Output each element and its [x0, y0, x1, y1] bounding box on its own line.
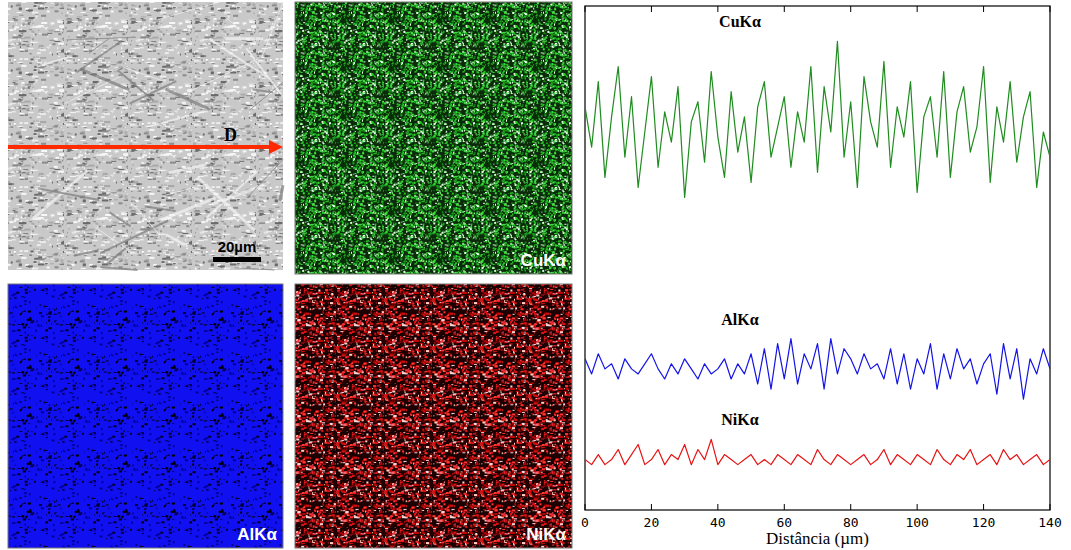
series-label: NiKα [721, 411, 758, 428]
sem-streak [37, 57, 70, 67]
scan-label: D [224, 125, 237, 145]
scale-label: 20µm [218, 238, 257, 255]
sem-streak [225, 17, 241, 31]
x-tick-top [1050, 6, 1051, 12]
map-label: NiKα [526, 525, 566, 544]
sem-streak [253, 90, 273, 93]
sem-streak [67, 37, 137, 40]
sem-streak [235, 268, 275, 270]
sem-streak [169, 165, 207, 173]
sem-streak [74, 250, 99, 256]
sem-streak [100, 267, 137, 270]
x-tick-label: 120 [972, 515, 995, 530]
scan-line-arrow [8, 145, 271, 149]
sem-streak [280, 185, 283, 200]
x-tick [651, 504, 652, 510]
sem-streak [209, 39, 268, 78]
sem-streak [166, 89, 210, 109]
x-tick-top [784, 6, 785, 12]
x-tick-top [585, 6, 586, 12]
sem-streak [224, 37, 263, 40]
scan-line [585, 41, 1050, 197]
sem-streak [65, 76, 122, 104]
sem-streak [246, 48, 283, 96]
series-label: AlKα [721, 311, 758, 328]
figure: D 20µm CuKα AlKα NiKα 0 20 40 60 80 100 120 140 Distâ… [0, 0, 1071, 550]
sem-streak [198, 177, 255, 230]
x-tick [1050, 504, 1051, 510]
sem-streak [158, 2, 220, 20]
x-tick-label: 20 [644, 515, 660, 530]
plot-frame [585, 6, 1050, 510]
x-tick [983, 504, 984, 510]
sem-streak [100, 221, 168, 254]
sem-image [8, 2, 283, 270]
map-label: AlKα [237, 525, 277, 544]
series-group [585, 41, 1050, 464]
x-tick-label: 40 [710, 515, 726, 530]
x-tick-label: 140 [1038, 515, 1061, 530]
sem-streak [33, 171, 87, 219]
sem-streak [148, 111, 205, 127]
x-tick [917, 504, 918, 510]
sem-streak [41, 189, 99, 200]
sem-streak [166, 235, 188, 247]
x-tick-top [917, 6, 918, 12]
sem-streak [77, 41, 122, 73]
series-label: CuKα [719, 13, 761, 30]
x-axis-title: Distância (µm) [766, 529, 869, 548]
scan-line [585, 439, 1050, 464]
sem-streak [145, 207, 176, 212]
x-tick-label: 60 [776, 515, 792, 530]
sem-streak [80, 69, 129, 90]
sem-streak [110, 212, 131, 226]
map-label: CuKα [521, 251, 567, 270]
scan-line [585, 339, 1050, 399]
x-tick-label: 0 [581, 515, 589, 530]
x-tick-label: 100 [905, 515, 928, 530]
x-tick [850, 504, 851, 510]
x-tick [585, 504, 586, 510]
arrow-head [269, 140, 283, 154]
x-tick-top [850, 6, 851, 12]
x-tick [717, 504, 718, 510]
x-tick-top [717, 6, 718, 12]
x-tick [784, 504, 785, 510]
sem-streak [250, 82, 284, 110]
x-tick-top [983, 6, 984, 12]
sem-streak [248, 160, 283, 197]
element-map [295, 2, 572, 274]
x-tick-label: 80 [843, 515, 859, 530]
x-tick-top [651, 6, 652, 12]
element-map [295, 284, 572, 548]
sem-streak [124, 68, 163, 81]
sem-streak [262, 2, 283, 57]
sem-streak [118, 70, 154, 101]
sem-streak [162, 184, 208, 196]
element-map [8, 284, 283, 548]
scale-bar [213, 257, 261, 262]
